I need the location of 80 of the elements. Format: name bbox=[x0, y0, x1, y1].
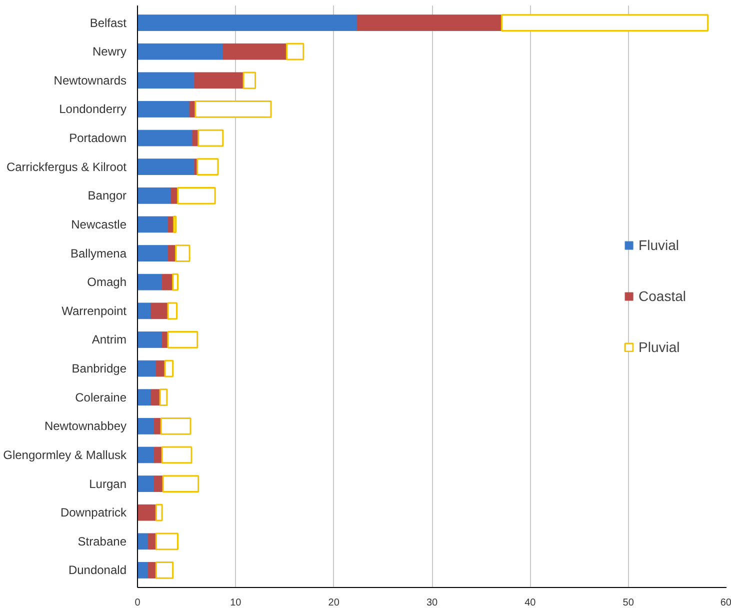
bar bbox=[138, 187, 172, 204]
bar bbox=[138, 533, 149, 550]
x-tick-label: 0 bbox=[134, 598, 141, 608]
bar bbox=[159, 388, 168, 406]
bar bbox=[138, 446, 154, 464]
bar bbox=[164, 360, 174, 378]
bar bbox=[154, 446, 162, 464]
x-tick-label: 30 bbox=[426, 598, 438, 608]
bar bbox=[138, 360, 156, 377]
y-tick-label: Newtownards bbox=[54, 73, 127, 88]
bar bbox=[222, 43, 287, 60]
bar bbox=[286, 42, 304, 60]
y-tick-label: Strabane bbox=[78, 534, 127, 548]
x-tick-label: 10 bbox=[230, 598, 242, 608]
y-tick-label: Dundonald bbox=[68, 563, 127, 578]
bar bbox=[138, 562, 149, 578]
bar bbox=[194, 100, 272, 118]
y-tick-label: Portadown bbox=[69, 131, 127, 146]
bar bbox=[148, 562, 156, 578]
y-tick-label: Carrickfergus & Kilroot bbox=[6, 160, 128, 174]
bar bbox=[242, 72, 256, 90]
bar bbox=[172, 273, 178, 291]
bar bbox=[160, 417, 192, 435]
bar bbox=[161, 446, 192, 464]
legend-label: Pluvial bbox=[638, 339, 680, 355]
bar bbox=[138, 216, 168, 233]
y-tick-label: Newcastle bbox=[71, 217, 127, 232]
bar bbox=[138, 72, 195, 89]
bar bbox=[138, 504, 156, 521]
x-tick-label: 50 bbox=[622, 598, 634, 608]
bar bbox=[162, 475, 200, 492]
y-tick-label: Newry bbox=[92, 44, 127, 59]
x-tick-label: 60 bbox=[720, 598, 731, 608]
y-tick-label: Glengormley & Mallusk bbox=[3, 448, 128, 462]
bar bbox=[138, 418, 154, 434]
bar bbox=[155, 532, 178, 550]
y-tick-label: Omagh bbox=[87, 275, 127, 290]
bar bbox=[177, 186, 216, 204]
y-tick-label: Newtownabbey bbox=[44, 419, 127, 434]
bar bbox=[357, 14, 502, 31]
bar bbox=[167, 302, 178, 320]
bar bbox=[138, 14, 358, 31]
bar bbox=[148, 533, 156, 550]
x-tick-label: 40 bbox=[524, 598, 536, 608]
y-tick-label: Ballymena bbox=[70, 246, 127, 260]
bar bbox=[168, 245, 176, 262]
y-tick-label: Antrim bbox=[92, 332, 127, 347]
bar bbox=[194, 72, 244, 89]
legend-label: Fluvial bbox=[638, 237, 679, 253]
bar bbox=[154, 476, 164, 492]
bar bbox=[167, 331, 198, 348]
y-tick-label: Warrenpoint bbox=[62, 304, 128, 318]
bar bbox=[138, 389, 152, 406]
bar bbox=[162, 274, 174, 290]
y-tick-label: Belfast bbox=[90, 16, 128, 30]
y-tick-label: Banbridge bbox=[72, 362, 127, 376]
bar bbox=[138, 43, 224, 60]
bar bbox=[155, 504, 163, 522]
bar bbox=[138, 245, 168, 262]
bar bbox=[198, 129, 224, 147]
legend-label: Coastal bbox=[638, 288, 686, 304]
bar bbox=[196, 158, 219, 176]
bar bbox=[138, 476, 154, 492]
bar bbox=[175, 244, 190, 262]
bar bbox=[138, 274, 162, 290]
y-tick-label: Bangor bbox=[88, 188, 127, 203]
bar bbox=[150, 302, 168, 320]
bar bbox=[500, 14, 709, 32]
bar bbox=[150, 389, 160, 406]
bar bbox=[138, 130, 193, 146]
bar bbox=[138, 332, 162, 348]
bar bbox=[155, 562, 174, 579]
y-tick-label: Downpatrick bbox=[60, 506, 128, 520]
y-tick-label: Londonderry bbox=[59, 102, 127, 116]
bar bbox=[138, 158, 195, 176]
y-tick-label: Lurgan bbox=[89, 476, 127, 491]
bar bbox=[138, 302, 152, 320]
x-tick-label: 20 bbox=[328, 598, 340, 608]
bar bbox=[138, 101, 190, 118]
y-tick-label: Coleraine bbox=[75, 390, 127, 404]
